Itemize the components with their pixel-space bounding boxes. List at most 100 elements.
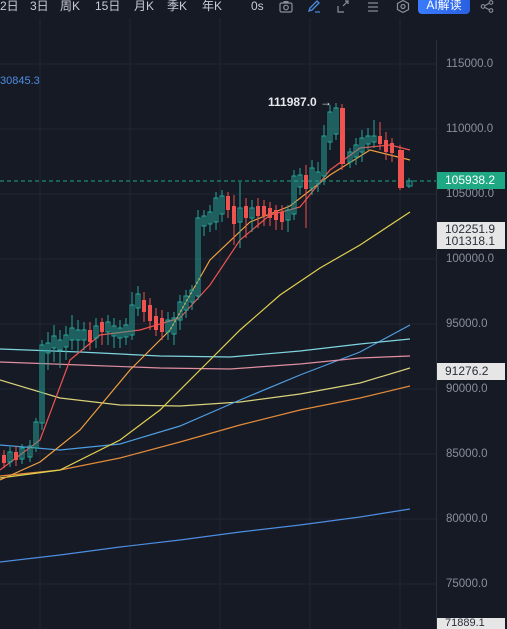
current-price-tag: 105938.2 bbox=[437, 172, 505, 189]
pencil-icon[interactable] bbox=[307, 0, 321, 13]
countdown-timer: 0s bbox=[251, 0, 264, 13]
candle bbox=[171, 317, 177, 335]
ma-price-tag: 71889.1 bbox=[437, 618, 505, 629]
timeframe-year[interactable]: 年K bbox=[202, 0, 223, 13]
candle bbox=[117, 327, 123, 339]
toolbar: 2日 3日 周K 15日 月K 季K 年K 0s AI解读 bbox=[0, 0, 507, 18]
candle bbox=[347, 151, 353, 163]
ma-line-red-fast bbox=[0, 144, 411, 471]
candle bbox=[333, 107, 339, 135]
candle bbox=[183, 295, 189, 311]
candle bbox=[268, 208, 272, 218]
timeframe-2d[interactable]: 2日 bbox=[0, 0, 19, 13]
price-axis-divider bbox=[436, 40, 437, 629]
candle bbox=[93, 325, 99, 339]
candle bbox=[142, 300, 146, 312]
candle bbox=[384, 140, 388, 152]
candle bbox=[2, 455, 6, 463]
candle bbox=[304, 175, 308, 189]
candle bbox=[256, 206, 260, 216]
candle bbox=[39, 344, 45, 424]
candles bbox=[2, 103, 413, 468]
price-tick: 80000.0 bbox=[446, 513, 488, 525]
candle bbox=[100, 322, 104, 332]
candle bbox=[195, 217, 201, 297]
price-tick: 75000.0 bbox=[446, 578, 488, 590]
candle bbox=[244, 206, 248, 218]
candle bbox=[249, 207, 255, 219]
candle bbox=[75, 329, 81, 341]
candle bbox=[45, 342, 51, 354]
gear-icon[interactable] bbox=[396, 0, 410, 13]
ma-line-orange-fast bbox=[0, 149, 411, 481]
candle bbox=[177, 301, 183, 321]
chart-grid bbox=[0, 18, 436, 629]
candle bbox=[129, 304, 135, 336]
camera-icon[interactable] bbox=[279, 0, 293, 13]
candle bbox=[63, 334, 69, 348]
ma-line-yellow bbox=[0, 211, 411, 479]
peak-price-label: 111987.0 → bbox=[268, 95, 333, 109]
candle bbox=[371, 135, 377, 143]
candle bbox=[390, 143, 394, 153]
candle bbox=[237, 207, 243, 223]
price-tick: 115000.0 bbox=[446, 58, 494, 70]
candle bbox=[160, 318, 164, 332]
candle bbox=[201, 215, 207, 227]
candle bbox=[14, 452, 18, 460]
candle bbox=[81, 329, 87, 341]
ma-line-blue bbox=[0, 324, 411, 451]
candle bbox=[27, 445, 33, 458]
candle bbox=[165, 319, 171, 333]
candle bbox=[213, 197, 219, 223]
price-tick: 100000.0 bbox=[446, 253, 494, 265]
candle bbox=[321, 135, 327, 177]
candle bbox=[359, 137, 365, 153]
list-icon[interactable] bbox=[366, 0, 380, 13]
candle bbox=[207, 211, 213, 225]
timeframe-3d[interactable]: 3日 bbox=[30, 0, 49, 13]
candle bbox=[274, 210, 278, 220]
share-icon[interactable] bbox=[480, 0, 494, 13]
ma-price-tag: 101318.1 bbox=[437, 234, 505, 249]
ai-analysis-button[interactable]: AI解读 bbox=[418, 0, 470, 14]
candle bbox=[340, 108, 345, 164]
candle bbox=[189, 289, 195, 303]
candle bbox=[19, 447, 25, 460]
price-tick: 110000.0 bbox=[446, 123, 494, 135]
candle bbox=[398, 150, 404, 188]
candle bbox=[219, 195, 225, 215]
candle bbox=[291, 175, 297, 215]
ma-line-yellow-light bbox=[0, 367, 411, 407]
ma-price-tag: 91276.2 bbox=[437, 363, 505, 380]
price-tick: 85000.0 bbox=[446, 448, 488, 460]
candle bbox=[88, 330, 92, 342]
indicator-value-label: 30845.3 bbox=[0, 75, 40, 87]
candle bbox=[378, 136, 382, 144]
ma-line-orange bbox=[0, 385, 411, 477]
candle bbox=[315, 171, 321, 185]
candle bbox=[232, 206, 236, 224]
price-tick: 90000.0 bbox=[446, 383, 488, 395]
candle bbox=[33, 421, 39, 449]
candle bbox=[69, 327, 75, 341]
candle bbox=[154, 316, 158, 330]
candle bbox=[105, 321, 111, 333]
candle bbox=[365, 135, 371, 145]
candle bbox=[148, 305, 152, 321]
ma-line-pink bbox=[0, 355, 411, 370]
timeframe-week[interactable]: 周K bbox=[60, 0, 81, 13]
candle bbox=[111, 325, 117, 337]
timeframe-quarter[interactable]: 季K bbox=[167, 0, 188, 13]
expand-icon[interactable] bbox=[336, 0, 350, 13]
timeframe-15d[interactable]: 15日 bbox=[95, 0, 121, 13]
candle bbox=[353, 144, 359, 158]
candle bbox=[57, 339, 63, 351]
price-tick: 95000.0 bbox=[446, 318, 488, 330]
timeframe-month[interactable]: 月K bbox=[134, 0, 155, 13]
candle bbox=[406, 180, 413, 187]
candle bbox=[285, 209, 291, 221]
candle bbox=[226, 196, 230, 210]
ma-price-tag: 102251.9 bbox=[437, 222, 505, 236]
